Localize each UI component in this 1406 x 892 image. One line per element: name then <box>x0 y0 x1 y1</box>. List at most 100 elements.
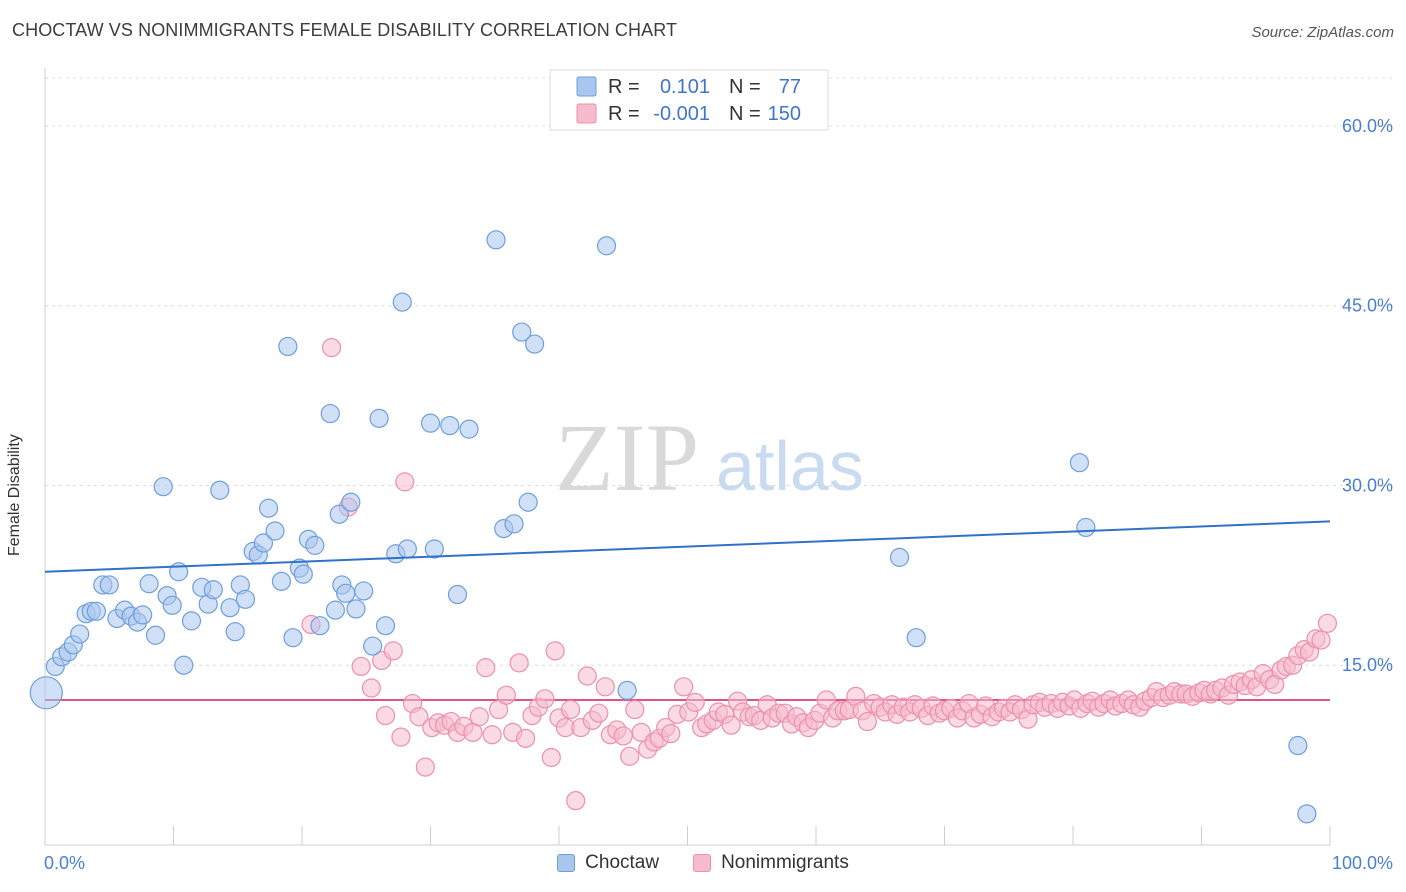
choctaw-point <box>375 616 396 636</box>
choctaw-point <box>504 514 524 534</box>
choctaw-point <box>320 403 340 424</box>
y-tick-label: 60.0% <box>1342 116 1393 136</box>
nonimmigrants-point <box>482 725 502 745</box>
nonimmigrants-point <box>620 746 640 766</box>
nonimmigrants-point <box>589 703 609 723</box>
legend: R = 0.101 N = 77 R = -0.001 N = 150 <box>549 69 829 131</box>
legend-r-label: R = <box>608 76 640 98</box>
nonimmigrants-point <box>409 707 429 727</box>
watermark: ZIP atlas <box>555 404 864 511</box>
choctaw-point <box>341 492 361 512</box>
nonimmigrants-point <box>391 727 411 747</box>
nonimmigrants-point <box>1317 613 1338 633</box>
choctaw-point <box>354 581 374 601</box>
nonimmigrants-point <box>383 641 403 661</box>
legend-label-choctaw: Choctaw <box>585 852 660 873</box>
nonimmigrants-point <box>509 653 529 673</box>
choctaw-point <box>278 336 298 357</box>
nonimmigrants-point <box>625 699 645 720</box>
nonimmigrants-point <box>721 715 741 735</box>
choctaw-point <box>310 616 330 636</box>
choctaw-point <box>906 628 926 648</box>
chart-title: CHOCTAW VS NONIMMIGRANTS FEMALE DISABILI… <box>12 20 678 40</box>
choctaw-point <box>283 628 303 648</box>
choctaw-point <box>174 655 194 675</box>
legend-n-label: N = <box>729 76 761 98</box>
nonimmigrants-point <box>631 722 651 742</box>
nonimmigrants-point <box>361 678 381 698</box>
legend-item-nonimmigrants: Nonimmigrants <box>693 852 849 874</box>
legend-r-value: 0.101 <box>660 76 710 98</box>
nonimmigrants-point <box>674 677 694 697</box>
choctaw-point <box>369 408 389 428</box>
legend-n-value: 150 <box>768 103 801 125</box>
choctaw-point <box>293 564 313 584</box>
choctaw-point <box>203 580 223 600</box>
choctaw-point <box>220 598 240 618</box>
y-tick-label: 45.0% <box>1342 296 1393 316</box>
source-label: Source: ZipAtlas.com <box>1251 24 1394 41</box>
choctaw-point <box>424 539 444 559</box>
grid-lines <box>45 77 1392 666</box>
choctaw-point <box>329 504 349 524</box>
nonimmigrants-point <box>515 728 536 748</box>
x-tick-label: 100.0% <box>1332 853 1393 873</box>
legend-swatch-nonimmigrants <box>693 854 712 872</box>
choctaw-point <box>225 622 245 642</box>
legend-swatch-nonimmigrants <box>576 103 597 124</box>
legend-swatch-choctaw <box>576 76 597 97</box>
choctaw-point <box>86 601 107 621</box>
choctaw-points <box>29 230 1317 824</box>
choctaw-point <box>258 498 279 518</box>
watermark-zip: ZIP <box>555 404 699 511</box>
choctaw-point <box>210 480 230 500</box>
choctaw-point <box>253 533 274 553</box>
nonimmigrants-point <box>476 658 496 678</box>
nonimmigrants-point <box>321 338 342 358</box>
legend-item-choctaw: Choctaw <box>557 852 659 874</box>
nonimmigrants-point <box>857 711 878 732</box>
choctaw-point <box>440 415 460 436</box>
nonimmigrants-point <box>375 705 396 726</box>
nonimmigrants-point <box>566 791 586 811</box>
choctaw-point <box>181 611 202 631</box>
choctaw-point <box>271 571 292 591</box>
choctaw-point <box>459 419 479 439</box>
choctaw-point <box>889 547 910 567</box>
choctaw-point <box>363 636 383 656</box>
choctaw-point <box>486 230 506 250</box>
choctaw-point <box>162 595 182 615</box>
nonimmigrants-point <box>661 723 681 744</box>
choctaw-point <box>133 605 153 625</box>
nonimmigrants-point <box>685 692 705 712</box>
choctaw-point <box>265 521 285 541</box>
choctaw-point <box>524 334 545 354</box>
choctaw-point <box>1288 735 1308 756</box>
choctaw-point <box>397 539 417 559</box>
nonimmigrants-point <box>395 472 415 492</box>
legend-r-label: R = <box>608 103 640 125</box>
nonimmigrants-point <box>577 666 597 686</box>
nonimmigrants-point <box>541 747 561 768</box>
nonimmigrants-point <box>613 726 633 746</box>
legend-swatch-choctaw <box>557 854 576 872</box>
legend-n-value: 77 <box>779 76 801 98</box>
nonimmigrants-points <box>301 338 1338 811</box>
choctaw-point <box>617 680 637 701</box>
choctaw-trend-line <box>44 520 1331 573</box>
watermark-atlas: atlas <box>716 427 864 505</box>
legend-n-label: N = <box>729 103 761 125</box>
nonimmigrants-point <box>545 641 565 661</box>
legend-r-value: -0.001 <box>653 103 710 125</box>
y-tick-label: 30.0% <box>1342 475 1393 495</box>
choctaw-point <box>596 236 617 256</box>
choctaw-point <box>139 574 159 594</box>
axes <box>44 68 1331 846</box>
tick-labels: 15.0% 30.0% 45.0% 60.0% 0.0% 100.0% <box>44 116 1393 873</box>
choctaw-point <box>29 676 63 710</box>
nonimmigrants-point <box>415 757 435 777</box>
choctaw-point <box>145 625 166 645</box>
x-tick-label: 0.0% <box>44 853 85 873</box>
choctaw-point <box>512 322 532 342</box>
